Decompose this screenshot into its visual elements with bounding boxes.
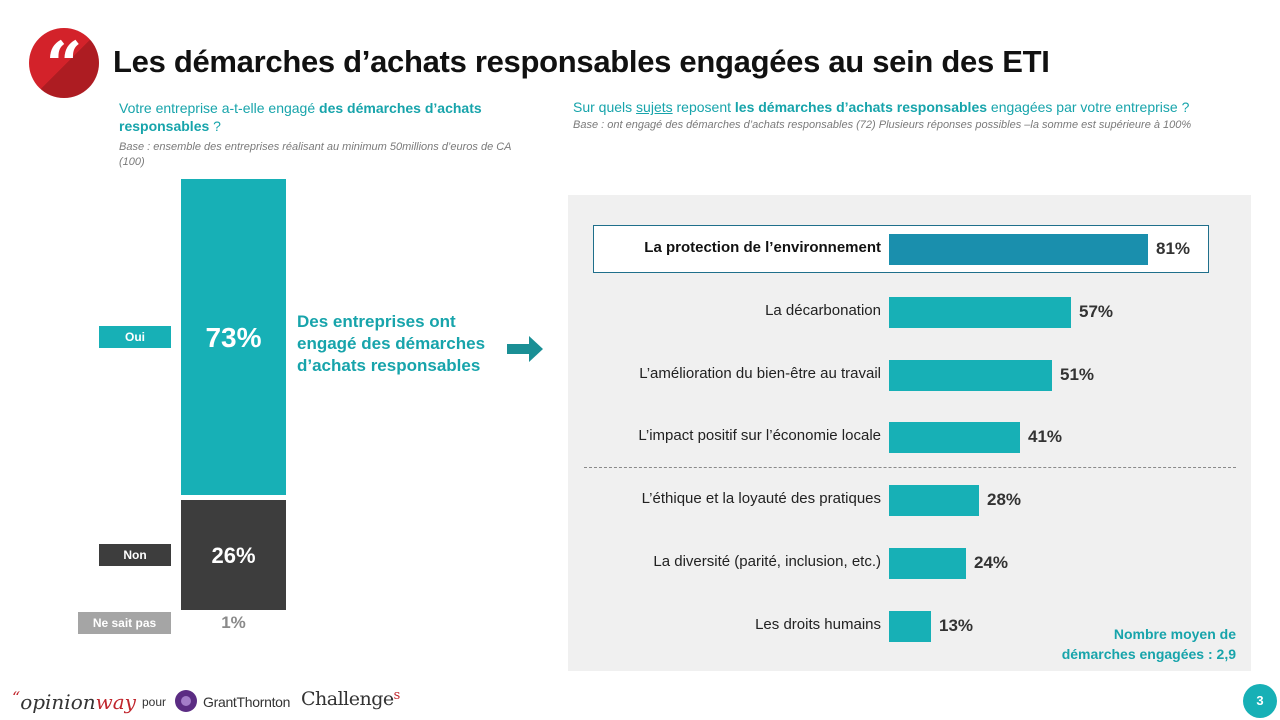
category-label: La protection de l’environnement bbox=[644, 239, 881, 256]
data-label-ne-sait-pas: 1% bbox=[221, 613, 246, 632]
arrow-right-icon bbox=[507, 336, 543, 362]
page-number: 3 bbox=[1243, 684, 1277, 718]
data-label: 13% bbox=[939, 616, 974, 635]
category-label: L’amélioration du bien-être au travail bbox=[639, 365, 881, 382]
right-question-post: engagées par votre entreprise ? bbox=[987, 99, 1190, 115]
pour-text: pour bbox=[142, 695, 167, 709]
bar-segment-non bbox=[181, 500, 286, 610]
bar bbox=[889, 548, 966, 579]
bar-segment-oui bbox=[181, 179, 286, 495]
category-label: La diversité (parité, inclusion, etc.) bbox=[653, 553, 881, 570]
bar bbox=[889, 611, 931, 642]
right-question-bold: les démarches d’achats responsables bbox=[734, 99, 988, 115]
bar bbox=[889, 485, 979, 516]
average-note-line2: démarches engagées : 2,9 bbox=[1061, 646, 1236, 662]
right-question-mid: reposent bbox=[672, 99, 735, 115]
challenges-logo: Challenges bbox=[301, 688, 400, 710]
data-label: 81% bbox=[1156, 239, 1191, 258]
data-label: 41% bbox=[1028, 427, 1063, 446]
left-question-post: ? bbox=[209, 118, 221, 134]
grantthornton-name: GrantThornton bbox=[203, 694, 291, 710]
summary-text: Des entreprises ont engagé des démarches… bbox=[297, 312, 486, 375]
grantthornton-logo-icon bbox=[175, 690, 197, 712]
average-note: Nombre moyen de démarches engagées : 2,9 bbox=[1010, 624, 1236, 664]
category-label: Les droits humains bbox=[755, 616, 881, 633]
category-label-oui: Oui bbox=[99, 326, 171, 348]
data-label-oui: 73% bbox=[205, 322, 262, 353]
right-base-note: Base : ont engagé des démarches d’achats… bbox=[573, 119, 1192, 131]
opinionway-way: way bbox=[95, 690, 136, 714]
category-label: L’impact positif sur l’économie locale bbox=[638, 427, 881, 444]
category-label: L’éthique et la loyauté des pratiques bbox=[641, 490, 881, 507]
left-question: Votre entreprise a-t-elle engagé des dém… bbox=[119, 99, 539, 135]
left-question-pre: Votre entreprise a-t-elle engagé bbox=[119, 100, 320, 116]
right-question: Sur quels sujets reposent les démarches … bbox=[573, 98, 1253, 116]
challenges-s: s bbox=[393, 688, 401, 703]
right-question-underlined: sujets bbox=[636, 99, 673, 115]
bar bbox=[889, 360, 1052, 391]
data-label: 24% bbox=[974, 553, 1009, 572]
opinionway-logo: “opinionway bbox=[12, 688, 136, 714]
quote-logo-icon: “ bbox=[29, 28, 99, 98]
left-question-bold: des démarches d’achats responsables bbox=[119, 100, 482, 134]
page-title: Les démarches d’achats responsables enga… bbox=[113, 44, 1050, 79]
data-label: 57% bbox=[1079, 302, 1114, 321]
quote-logo-shadow bbox=[29, 28, 99, 98]
category-label-non: Non bbox=[99, 544, 171, 566]
data-label: 28% bbox=[987, 490, 1022, 509]
challenges-word: Challenge bbox=[301, 688, 394, 710]
opinionway-opinion: opinion bbox=[20, 690, 96, 714]
data-label-non: 26% bbox=[211, 543, 256, 568]
data-label: 51% bbox=[1060, 365, 1095, 384]
category-label: La décarbonation bbox=[765, 302, 881, 319]
category-label-ne-sait-pas: Ne sait pas bbox=[78, 612, 171, 634]
bar bbox=[889, 297, 1071, 328]
quote-glyph: “ bbox=[45, 28, 83, 98]
left-base-note: Base : ensemble des entreprises réalisan… bbox=[119, 141, 512, 168]
bar bbox=[889, 234, 1148, 265]
right-question-pre: Sur quels bbox=[573, 99, 637, 115]
average-note-line1: Nombre moyen de bbox=[1113, 626, 1236, 642]
opinionway-quote: “ bbox=[12, 688, 21, 707]
bar bbox=[889, 422, 1020, 453]
separator-line bbox=[584, 467, 1236, 468]
